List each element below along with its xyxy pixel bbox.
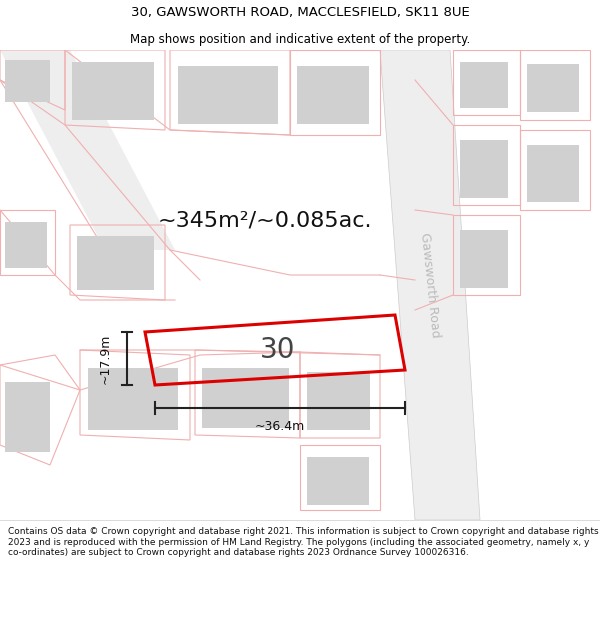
Bar xyxy=(460,62,508,108)
Bar xyxy=(178,66,278,124)
Bar xyxy=(460,140,508,198)
Bar xyxy=(202,368,289,428)
Polygon shape xyxy=(380,50,480,520)
Text: ~345m²/~0.085ac.: ~345m²/~0.085ac. xyxy=(158,210,372,230)
Bar xyxy=(460,230,508,288)
Text: Contains OS data © Crown copyright and database right 2021. This information is : Contains OS data © Crown copyright and d… xyxy=(8,528,598,557)
Bar xyxy=(297,66,369,124)
Text: Gawsworth Road: Gawsworth Road xyxy=(418,232,442,338)
Text: Map shows position and indicative extent of the property.: Map shows position and indicative extent… xyxy=(130,32,470,46)
Bar xyxy=(77,236,154,290)
Bar xyxy=(5,382,50,452)
Bar xyxy=(88,368,178,430)
Bar xyxy=(307,372,370,430)
Text: 30: 30 xyxy=(260,336,296,364)
Bar xyxy=(307,457,369,505)
Polygon shape xyxy=(0,50,175,250)
Bar xyxy=(5,60,50,102)
Bar xyxy=(527,64,579,112)
Bar xyxy=(72,62,154,120)
Bar xyxy=(5,222,47,268)
Text: ~36.4m: ~36.4m xyxy=(255,419,305,432)
Bar xyxy=(527,145,579,202)
Text: ~17.9m: ~17.9m xyxy=(98,333,112,384)
Text: 30, GAWSWORTH ROAD, MACCLESFIELD, SK11 8UE: 30, GAWSWORTH ROAD, MACCLESFIELD, SK11 8… xyxy=(131,6,469,19)
